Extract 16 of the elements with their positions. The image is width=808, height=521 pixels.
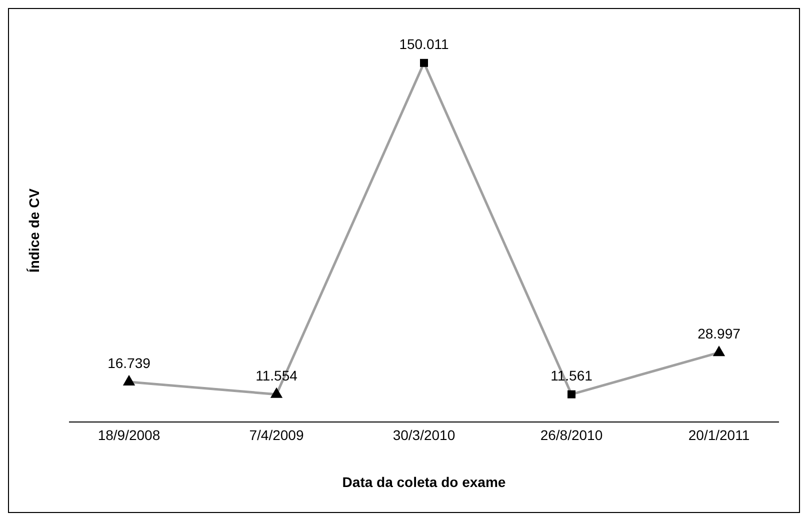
point (270, 387, 283, 398)
data-label: 11.554 (256, 367, 298, 384)
point (420, 58, 428, 67)
data-label: 16.739 (108, 354, 151, 371)
point (122, 374, 136, 386)
x-tick-label: 20/1/2011 (688, 426, 750, 443)
x-tick-label: 26/8/2010 (540, 426, 603, 443)
x-tick-label: 18/9/2008 (98, 426, 160, 443)
data-label: 11.561 (550, 367, 593, 384)
point (712, 346, 726, 356)
x-tick-label: 30/3/2010 (392, 426, 456, 443)
x-tick-label: 7/4/2009 (249, 426, 304, 443)
data-label: 28.997 (698, 326, 741, 342)
y-axis-title: Índice de CV (26, 188, 42, 273)
data-label: 150.011 (399, 36, 449, 52)
x-axis-title: Data da coleta do exame (342, 474, 506, 490)
